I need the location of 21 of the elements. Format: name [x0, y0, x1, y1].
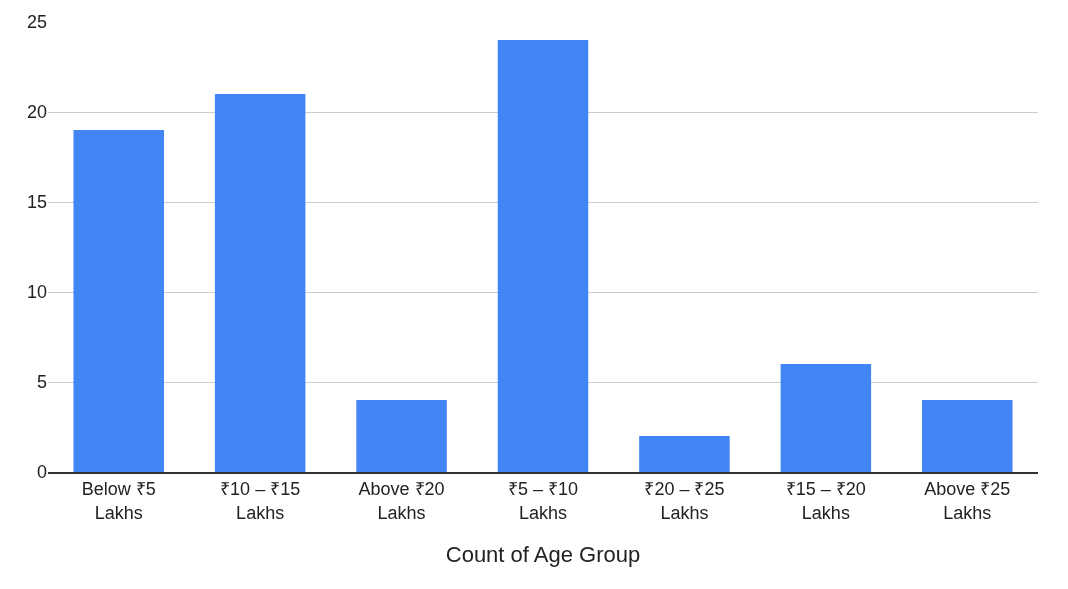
x-tick-label: ₹10 – ₹15 Lakhs	[220, 479, 301, 523]
y-tick-label: 5	[36, 372, 47, 393]
bar	[497, 40, 589, 472]
y-tick-label: 0	[36, 462, 47, 483]
bar	[639, 436, 730, 472]
y-tick-label: 10	[26, 282, 47, 303]
x-tick-label: Above ₹25 Lakhs	[924, 479, 1011, 523]
bar	[922, 400, 1013, 472]
bar	[356, 400, 447, 472]
x-tick-label: ₹15 – ₹20 Lakhs	[785, 479, 866, 523]
y-tick-label: 15	[26, 192, 47, 213]
y-tick-label: 20	[26, 102, 47, 123]
y-tick-label: 25	[26, 12, 47, 33]
x-tick-label: Above ₹20 Lakhs	[358, 479, 445, 523]
bar	[73, 130, 164, 472]
x-axis-title: Count of Age Group	[445, 542, 641, 568]
bar	[214, 94, 306, 472]
bar	[780, 364, 872, 472]
x-tick-label: ₹20 – ₹25 Lakhs	[644, 479, 725, 523]
x-tick-label: ₹5 – ₹10 Lakhs	[507, 479, 579, 523]
x-tick-label: Below ₹5 Lakhs	[81, 479, 156, 523]
